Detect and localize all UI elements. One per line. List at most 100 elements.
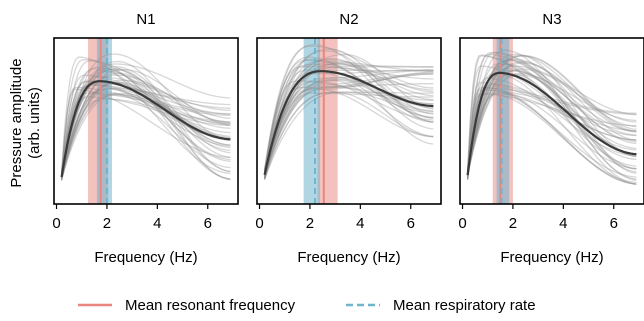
legend: Mean resonant frequency Mean respiratory… — [78, 297, 536, 314]
individual-curve — [263, 63, 434, 174]
individual-curve — [60, 66, 231, 174]
individual-curve — [263, 57, 434, 173]
individual-curve — [263, 80, 434, 178]
individual-curve — [263, 67, 434, 175]
individual-curve — [60, 68, 231, 175]
individual-curve — [466, 58, 637, 173]
individual-curve — [466, 62, 637, 174]
individual-curve — [263, 60, 434, 173]
individual-curve — [263, 78, 434, 177]
panels-group: N1 0 2 4 6 Frequency (Hz) N2 0 2 4 6 Frequency (Hz)… — [52, 11, 644, 266]
individual-curve — [466, 69, 637, 175]
individual-curve — [466, 59, 637, 180]
individual-curve — [60, 93, 231, 180]
mean-curve — [466, 71, 637, 176]
individual-curve — [263, 79, 434, 177]
individual-curve — [263, 59, 434, 173]
individual-curve — [263, 91, 434, 180]
plot-area — [466, 38, 637, 204]
individual-curve — [263, 69, 434, 175]
axes-frame — [459, 37, 644, 205]
panel-1: N1 0 2 4 6 Frequency (Hz) — [52, 11, 239, 266]
individual-curve — [466, 72, 637, 176]
x-tick-label: 0 — [255, 215, 263, 232]
individual-curve — [60, 92, 231, 180]
individual-curve — [466, 54, 637, 174]
individual-curve — [263, 86, 434, 179]
individual-curve — [466, 61, 637, 173]
individual-curve — [466, 93, 637, 180]
mean-curve — [263, 70, 434, 176]
individual-curve — [466, 77, 637, 177]
individual-curve — [60, 74, 231, 176]
individual-curve — [466, 62, 637, 174]
individual-curve — [60, 94, 231, 181]
individual-curve — [60, 80, 231, 177]
legend-resonant-label: Mean resonant frequency — [125, 297, 296, 314]
individual-curve — [60, 70, 231, 175]
individual-curve — [466, 55, 637, 172]
panel-title: N2 — [339, 11, 358, 28]
individual-curve — [263, 62, 434, 174]
y-axis-label-line2: (arb. units) — [26, 87, 43, 159]
individual-curve — [60, 63, 231, 174]
individual-curve — [60, 82, 231, 178]
y-axis-label-line1: Pressure amplitude — [8, 58, 25, 187]
individual-curve — [466, 69, 637, 175]
x-tick-label: 2 — [509, 215, 517, 232]
individual-curve — [60, 53, 231, 172]
individual-curve — [263, 65, 434, 174]
individual-curve — [263, 50, 434, 171]
individual-curve — [466, 92, 637, 183]
individual-curve — [466, 91, 637, 180]
individual-curve — [466, 51, 637, 171]
individual-curve — [263, 45, 434, 170]
individual-curve — [263, 66, 434, 175]
x-axis-label: Frequency (Hz) — [500, 249, 603, 266]
individual-curve — [466, 51, 637, 171]
x-tick-label: 2 — [103, 215, 111, 232]
individual-curve — [60, 88, 231, 179]
x-tick-label: 2 — [306, 215, 314, 232]
individual-curve — [466, 63, 637, 174]
individual-curve — [263, 72, 434, 178]
individual-curve — [60, 81, 231, 178]
individual-curve — [60, 69, 231, 175]
individual-curve — [263, 73, 434, 179]
x-tick-label: 6 — [610, 215, 618, 232]
individual-curve — [466, 82, 637, 178]
axes-frame — [53, 37, 239, 205]
mean-curve — [60, 80, 231, 178]
x-tick-label: 4 — [559, 215, 567, 232]
individual-curve — [263, 53, 434, 172]
individual-curve — [60, 79, 231, 177]
individual-curve — [263, 43, 434, 170]
individual-curve — [466, 53, 637, 172]
panel-title: N3 — [542, 11, 561, 28]
x-tick-label: 0 — [52, 215, 60, 232]
individual-curve — [60, 60, 231, 173]
individual-curve — [466, 87, 637, 185]
x-tick-label: 4 — [153, 215, 161, 232]
individual-curve — [466, 86, 637, 185]
individual-curve — [263, 58, 434, 173]
individual-curve — [466, 93, 637, 180]
individual-curve — [60, 60, 231, 173]
individual-curve — [263, 91, 434, 180]
individual-curve — [263, 79, 434, 177]
resonant-band — [317, 38, 338, 204]
individual-curve — [466, 58, 637, 173]
individual-curve — [466, 83, 637, 178]
individual-curve — [466, 68, 637, 175]
individual-curve — [263, 63, 434, 174]
individual-curve — [60, 82, 231, 178]
individual-curve — [263, 91, 434, 180]
panel-3: N3 0 2 4 6 Frequency (Hz) — [458, 11, 644, 266]
individual-curve — [60, 68, 231, 180]
individual-curve — [466, 53, 637, 172]
individual-curve — [466, 84, 637, 178]
individual-curve — [466, 68, 637, 175]
individual-curve — [263, 58, 434, 173]
individual-curve — [466, 88, 637, 179]
